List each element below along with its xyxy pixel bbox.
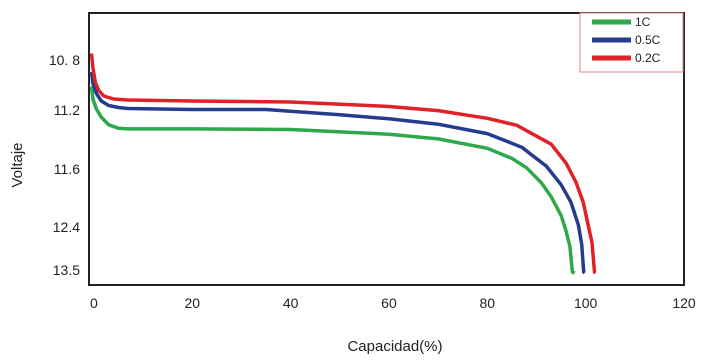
x-axis-ticks: 0 20 40 60 80 100 120 <box>90 295 696 311</box>
y-tick-label: 13.5 <box>53 262 80 278</box>
legend: 1C 0.5C 0.2C <box>579 12 684 73</box>
y-tick-label: 11.2 <box>54 102 80 118</box>
x-tick-label: 60 <box>381 295 397 311</box>
x-tick-label: 40 <box>283 295 299 311</box>
x-tick-label: 0 <box>90 295 98 311</box>
plot-frame <box>88 12 685 286</box>
legend-label: 0.2C <box>635 51 661 65</box>
x-axis-label: Capacidad(%) <box>347 338 442 355</box>
series-lines <box>89 53 597 275</box>
y-tick-label: 12.4 <box>53 219 80 235</box>
x-tick-label: 100 <box>574 295 598 311</box>
series-line-1c <box>89 86 576 275</box>
x-tick-label: 20 <box>184 295 200 311</box>
x-tick-label: 120 <box>672 295 696 311</box>
legend-label: 1C <box>635 15 651 29</box>
x-tick-label: 80 <box>480 295 496 311</box>
y-axis-ticks: 13.5 12.4 11.6 11.2 10. 8 <box>49 52 80 278</box>
series-line-0-5c <box>89 71 586 275</box>
series-line-0-2c <box>89 53 597 275</box>
legend-label: 0.5C <box>635 33 661 47</box>
y-axis-label: Voltaje <box>9 142 26 187</box>
y-tick-label: 11.6 <box>54 161 80 177</box>
y-tick-label: 10. 8 <box>49 52 80 68</box>
